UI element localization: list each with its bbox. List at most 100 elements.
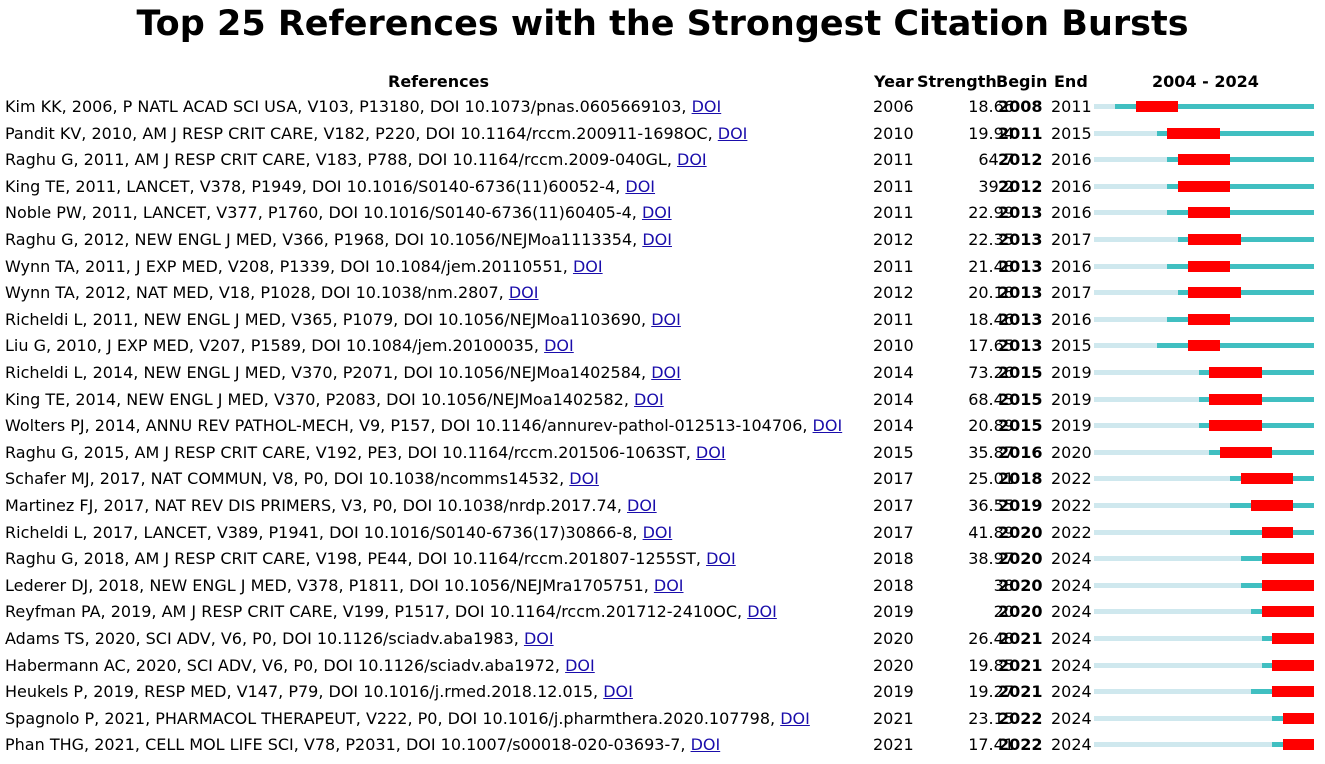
header-references: References — [388, 72, 489, 91]
burst-timeline — [1094, 126, 1314, 142]
timeline-burst-segment — [1188, 287, 1241, 299]
header-year: Year — [874, 72, 914, 91]
doi-link[interactable]: DOI — [651, 309, 681, 329]
timeline-burst-segment — [1167, 127, 1220, 139]
doi-link[interactable]: DOI — [780, 708, 810, 728]
table-row: Liu G, 2010, J EXP MED, V207, P1589, DOI… — [0, 334, 1325, 360]
reference-cell: Martinez FJ, 2017, NAT REV DIS PRIMERS, … — [5, 496, 657, 515]
year-cell: 2017 — [873, 496, 914, 515]
doi-link[interactable]: DOI — [695, 442, 726, 462]
end-cell: 2016 — [1051, 256, 1092, 276]
reference-cell: Wynn TA, 2011, J EXP MED, V208, P1339, D… — [5, 256, 603, 276]
end-cell: 2024 — [1051, 602, 1092, 622]
burst-timeline — [1094, 604, 1314, 620]
burst-timeline — [1094, 445, 1314, 461]
timeline-before-segment — [1094, 183, 1168, 189]
burst-timeline — [1094, 392, 1314, 408]
burst-timeline — [1094, 312, 1314, 328]
doi-link[interactable]: DOI — [603, 682, 633, 702]
begin-cell: 2013 — [998, 283, 1043, 303]
doi-link[interactable]: DOI — [642, 230, 672, 249]
begin-cell: 2018 — [998, 469, 1043, 489]
timeline-before-segment — [1094, 316, 1168, 322]
reference-cell: Wolters PJ, 2014, ANNU REV PATHOL-MECH, … — [5, 416, 843, 436]
doi-link[interactable]: DOI — [634, 389, 664, 409]
header-strength: Strength — [917, 72, 997, 91]
doi-link[interactable]: DOI — [690, 735, 721, 755]
timeline-active-segment — [1156, 130, 1314, 136]
timeline-active-segment — [1156, 343, 1314, 349]
begin-cell: 2012 — [998, 176, 1043, 196]
timeline-before-segment — [1094, 689, 1252, 695]
begin-cell: 2013 — [998, 203, 1043, 223]
doi-link[interactable]: DOI — [523, 629, 554, 648]
reference-cell: Adams TS, 2020, SCI ADV, V6, P0, DOI 10.… — [5, 629, 554, 648]
table-row: Adams TS, 2020, SCI ADV, V6, P0, DOI 10.… — [0, 627, 1325, 653]
doi-link[interactable]: DOI — [572, 256, 603, 276]
reference-cell: Wynn TA, 2012, NAT MED, V18, P1028, DOI … — [5, 283, 539, 303]
year-cell: 2011 — [873, 203, 914, 223]
table-row: Pandit KV, 2010, AM J RESP CRIT CARE, V1… — [0, 122, 1325, 148]
year-cell: 2010 — [873, 336, 914, 356]
reference-cell: Noble PW, 2011, LANCET, V377, P1760, DOI… — [5, 203, 672, 223]
doi-link[interactable]: DOI — [569, 469, 599, 489]
timeline-active-segment — [1177, 237, 1314, 242]
begin-cell: 2013 — [998, 256, 1043, 276]
strength-cell: 39.2 — [978, 176, 1014, 196]
year-cell: 2014 — [873, 389, 914, 409]
timeline-before-segment — [1094, 636, 1262, 641]
burst-timeline — [1094, 365, 1314, 381]
doi-link[interactable]: DOI — [651, 363, 681, 382]
year-cell: 2014 — [873, 416, 914, 436]
burst-timeline — [1094, 631, 1314, 647]
burst-timeline — [1094, 737, 1314, 753]
end-cell: 2019 — [1051, 363, 1092, 382]
doi-link[interactable]: DOI — [691, 97, 722, 116]
timeline-burst-segment — [1177, 180, 1231, 192]
burst-timeline — [1094, 418, 1314, 434]
year-cell: 2018 — [873, 575, 914, 595]
timeline-active-segment — [1167, 210, 1314, 216]
reference-cell: Kim KK, 2006, P NATL ACAD SCI USA, V103,… — [5, 97, 722, 116]
end-cell: 2016 — [1051, 176, 1092, 196]
year-cell: 2011 — [873, 150, 914, 170]
burst-timeline — [1094, 232, 1314, 248]
burst-timeline — [1094, 285, 1314, 301]
strength-cell: 19.27 — [968, 682, 1014, 702]
doi-link[interactable]: DOI — [747, 602, 777, 622]
strength-cell: 64.7 — [978, 150, 1014, 170]
doi-link[interactable]: DOI — [653, 575, 684, 595]
doi-link[interactable]: DOI — [508, 283, 539, 303]
doi-link[interactable]: DOI — [642, 522, 673, 542]
timeline-before-segment — [1094, 503, 1231, 508]
timeline-before-segment — [1094, 662, 1262, 668]
timeline-burst-segment — [1135, 101, 1178, 112]
doi-link[interactable]: DOI — [625, 176, 656, 196]
strength-cell: 21.48 — [968, 256, 1014, 276]
doi-link[interactable]: DOI — [627, 496, 657, 515]
end-cell: 2024 — [1051, 629, 1092, 648]
begin-cell: 2022 — [998, 735, 1043, 755]
doi-link[interactable]: DOI — [812, 416, 843, 436]
doi-link[interactable]: DOI — [565, 655, 595, 675]
year-cell: 2020 — [873, 629, 914, 648]
timeline-burst-segment — [1261, 606, 1314, 618]
timeline-before-segment — [1094, 210, 1168, 216]
doi-link[interactable]: DOI — [706, 549, 736, 569]
begin-cell: 2021 — [998, 655, 1043, 675]
table-row: Richeldi L, 2014, NEW ENGL J MED, V370, … — [0, 361, 1325, 387]
burst-timeline — [1094, 471, 1314, 487]
strength-cell: 20.89 — [968, 416, 1014, 436]
timeline-burst-segment — [1272, 659, 1314, 671]
table-row: Wynn TA, 2012, NAT MED, V18, P1028, DOI … — [0, 281, 1325, 307]
end-cell: 2024 — [1051, 549, 1092, 569]
strength-cell: 38 — [993, 575, 1014, 595]
header-end: End — [1054, 72, 1088, 91]
doi-link[interactable]: DOI — [717, 123, 748, 143]
doi-link[interactable]: DOI — [544, 336, 574, 356]
strength-cell: 19.94 — [968, 123, 1014, 143]
doi-link[interactable]: DOI — [641, 203, 672, 223]
table-row: Spagnolo P, 2021, PHARMACOL THERAPEUT, V… — [0, 707, 1325, 733]
doi-link[interactable]: DOI — [677, 150, 707, 170]
strength-cell: 18.66 — [968, 97, 1014, 116]
